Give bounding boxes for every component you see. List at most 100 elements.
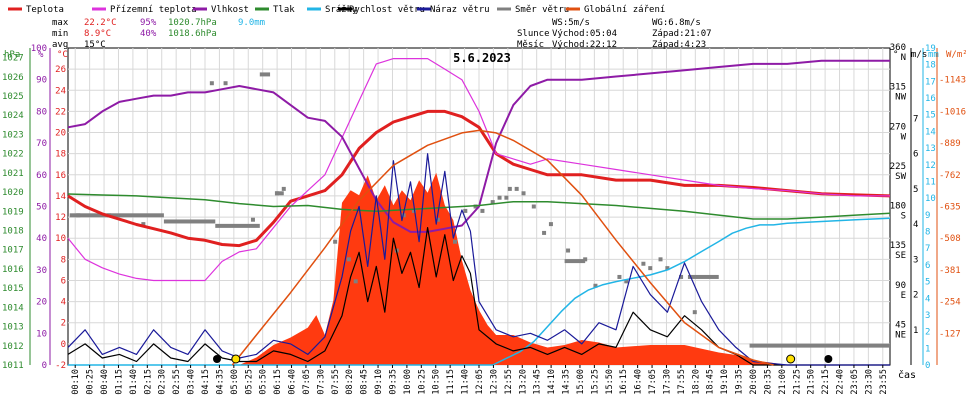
- x-tick-label: 01:15: [114, 369, 124, 395]
- direction-point: [658, 257, 663, 262]
- x-tick-label: 13:20: [518, 369, 528, 395]
- tick-radiation: -635: [939, 203, 961, 213]
- tick-pressure: 1017: [2, 246, 24, 256]
- direction-bar: [275, 191, 284, 196]
- legend-vlhkost: Vlhkost: [211, 5, 249, 15]
- direction-point: [141, 222, 146, 227]
- x-tick-label: 05:25: [244, 369, 254, 395]
- tick-temperature: 0: [61, 340, 66, 350]
- tick-wind: 5: [913, 185, 918, 195]
- direction-point: [411, 208, 416, 213]
- x-tick-label: 00:40: [100, 369, 110, 395]
- x-tick-label: 15:25: [590, 369, 600, 395]
- direction-bar: [687, 274, 719, 279]
- x-tick-label: 12:55: [504, 369, 514, 395]
- tick-rain: 9: [925, 211, 930, 221]
- x-tick-label: 20:35: [763, 369, 773, 395]
- x-tick-label: 03:40: [187, 369, 197, 395]
- series-sr-ky: [68, 217, 891, 366]
- direction-point: [617, 274, 622, 279]
- x-tick-label: 22:15: [821, 369, 831, 395]
- direction-bar: [564, 259, 586, 264]
- stats-max-temp: 22.2°C: [84, 18, 117, 28]
- stats-max-press: 1020.7hPa: [168, 18, 217, 28]
- x-tick-label: 23:05: [850, 369, 860, 395]
- tick-rain: 12: [925, 161, 936, 171]
- axes: 00:10 00:25 00:40 01:15 01:40 02:15 02:30 02:55…: [2, 43, 966, 395]
- tick-wind: 2: [913, 291, 918, 301]
- stats-min-hum: 40%: [140, 29, 157, 39]
- tick-direction: 360: [890, 43, 906, 53]
- ws-text: WS:5m/s: [552, 18, 590, 28]
- tick-temperature: 2: [61, 319, 66, 329]
- tick-rain: 1: [925, 344, 930, 354]
- tick-rain: 10: [925, 194, 936, 204]
- tick-temperature: 10: [55, 234, 66, 244]
- tick-rain: 13: [925, 144, 936, 154]
- x-tick-label: 23:55: [879, 369, 889, 395]
- tick-temperature: 4: [61, 298, 66, 308]
- stats-max-rain: 9.0mm: [238, 18, 265, 28]
- direction-point: [453, 239, 458, 244]
- x-tick-label: 04:15: [201, 369, 211, 395]
- moon-marker: [824, 355, 833, 363]
- direction-point: [490, 200, 495, 205]
- direction-point: [542, 230, 547, 235]
- tick-radiation: -889: [939, 139, 961, 149]
- series-p-zemn-teplota: [67, 58, 890, 282]
- tick-humidity: 10: [36, 329, 47, 339]
- tick-direction-compass: NE: [895, 330, 906, 340]
- tick-wind: 4: [913, 220, 918, 230]
- unit-degc: °C: [57, 50, 68, 60]
- tick-humidity: 100: [31, 44, 47, 54]
- series-teplota: [67, 109, 891, 248]
- x-tick-label: 21:25: [792, 369, 802, 395]
- tick-temperature: 20: [55, 129, 66, 139]
- tick-pressure: 1015: [2, 284, 24, 294]
- x-tick-label: 02:15: [143, 369, 153, 395]
- tick-pressure: 1016: [2, 265, 24, 275]
- tick-rain: 6: [925, 261, 930, 271]
- x-tick-label: 16:40: [634, 369, 644, 395]
- direction-point: [531, 204, 536, 209]
- tick-temperature: 8: [61, 255, 66, 265]
- x-tick-label: 19:10: [720, 369, 730, 395]
- x-tick-label: 13:45: [533, 369, 543, 395]
- x-tick-label: 14:10: [547, 369, 557, 395]
- tick-humidity: 20: [36, 298, 47, 308]
- tick-pressure: 1019: [2, 207, 24, 217]
- x-tick-label: 10:50: [432, 369, 442, 395]
- direction-point: [250, 217, 255, 222]
- tick-rain: 15: [925, 111, 936, 121]
- x-tick-label: 18:20: [691, 369, 701, 395]
- moon-rise: Východ:22:12: [552, 40, 617, 50]
- legend-naraz: Náraz větru: [430, 5, 490, 15]
- x-tick-label: 16:15: [619, 369, 629, 395]
- direction-bar: [69, 213, 164, 218]
- direction-point: [480, 208, 485, 213]
- x-tick-label: 08:45: [360, 369, 370, 395]
- tick-pressure: 1011: [2, 361, 24, 371]
- tick-rain: 0: [925, 361, 930, 371]
- direction-bar: [163, 219, 216, 224]
- x-tick-label: 21:50: [807, 369, 817, 395]
- x-tick-label: 14:35: [562, 369, 572, 395]
- tick-rain: 5: [925, 278, 930, 288]
- x-tick-label: 05:00: [230, 369, 240, 395]
- stats-min-temp: 8.9°C: [84, 29, 111, 39]
- tick-rain: 3: [925, 311, 930, 321]
- tick-pressure: 1026: [2, 73, 24, 83]
- sun-marker: [786, 354, 796, 364]
- x-tick-label: 00:10: [71, 369, 81, 395]
- tick-rain: 11: [925, 177, 936, 187]
- x-axis-label: čas: [898, 369, 916, 381]
- stats-avg-temp: 15°C: [84, 40, 106, 50]
- tick-pressure: 1027: [2, 54, 24, 64]
- tick-radiation: -127: [939, 329, 961, 339]
- direction-point: [463, 208, 468, 213]
- x-tick-label: 09:35: [388, 369, 398, 395]
- tick-wind: 7: [913, 114, 918, 124]
- tick-temperature: 18: [55, 150, 66, 160]
- tick-rain: 2: [925, 328, 930, 338]
- tick-pressure: 1024: [2, 111, 24, 121]
